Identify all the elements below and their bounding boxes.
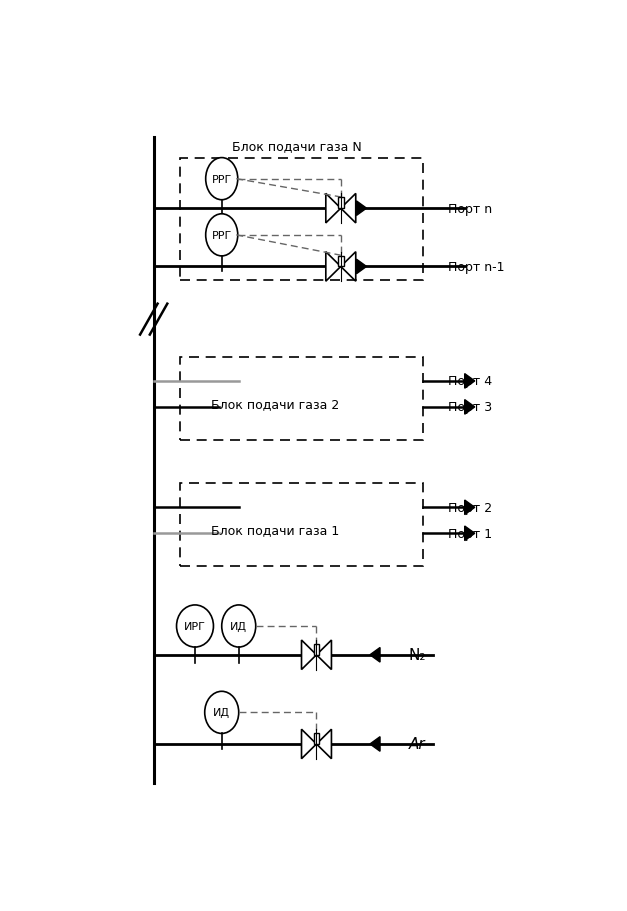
Text: Порт 2: Порт 2 — [448, 501, 492, 514]
Bar — [181, 484, 423, 567]
Polygon shape — [341, 252, 356, 281]
Text: Блок подачи газа 2: Блок подачи газа 2 — [211, 397, 339, 411]
Polygon shape — [317, 730, 332, 759]
Ellipse shape — [206, 215, 238, 257]
Polygon shape — [356, 260, 367, 274]
Polygon shape — [465, 527, 475, 541]
Bar — [314, 644, 319, 655]
Polygon shape — [341, 194, 356, 224]
Text: ИД: ИД — [230, 621, 247, 631]
Polygon shape — [465, 374, 475, 389]
Ellipse shape — [206, 159, 238, 200]
Ellipse shape — [177, 605, 213, 648]
Text: N₂: N₂ — [409, 648, 426, 662]
Text: Порт n-1: Порт n-1 — [448, 261, 504, 273]
Polygon shape — [370, 648, 380, 662]
Text: РРГ: РРГ — [211, 230, 232, 241]
Polygon shape — [317, 640, 332, 670]
Bar — [338, 256, 344, 267]
Text: Блок подачи газа N: Блок подачи газа N — [232, 139, 362, 153]
Polygon shape — [302, 730, 317, 759]
Polygon shape — [326, 252, 341, 281]
Text: Порт 3: Порт 3 — [448, 401, 492, 414]
Text: ИД: ИД — [213, 708, 230, 718]
Bar — [181, 159, 423, 281]
Text: Порт n: Порт n — [448, 202, 492, 215]
Ellipse shape — [222, 605, 256, 648]
Bar — [181, 358, 423, 440]
Text: Ar: Ar — [409, 737, 426, 752]
Polygon shape — [356, 201, 367, 216]
Text: ИРГ: ИРГ — [184, 621, 206, 631]
Bar — [314, 733, 319, 744]
Polygon shape — [465, 500, 475, 515]
Bar — [338, 198, 344, 209]
Text: Блок подачи газа 1: Блок подачи газа 1 — [211, 524, 339, 537]
Text: Порт 4: Порт 4 — [448, 375, 492, 388]
Polygon shape — [465, 400, 475, 415]
Text: Порт 1: Порт 1 — [448, 527, 492, 540]
Polygon shape — [370, 737, 380, 752]
Polygon shape — [302, 640, 317, 670]
Ellipse shape — [204, 691, 239, 733]
Polygon shape — [326, 194, 341, 224]
Text: РРГ: РРГ — [211, 175, 232, 184]
